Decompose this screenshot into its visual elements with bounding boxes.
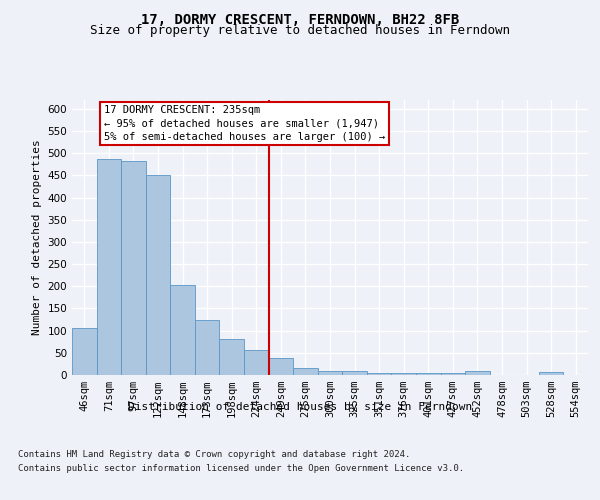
Bar bbox=[121, 161, 146, 375]
Bar bbox=[465, 372, 490, 375]
Bar bbox=[539, 372, 563, 375]
Bar bbox=[195, 320, 220, 375]
Text: 17, DORMY CRESCENT, FERNDOWN, BH22 8FB: 17, DORMY CRESCENT, FERNDOWN, BH22 8FB bbox=[141, 12, 459, 26]
Bar bbox=[170, 286, 195, 375]
Bar bbox=[293, 368, 318, 375]
Bar bbox=[72, 328, 97, 375]
Bar bbox=[440, 373, 465, 375]
Bar bbox=[97, 159, 121, 375]
Bar bbox=[269, 358, 293, 375]
Bar bbox=[367, 373, 391, 375]
Y-axis label: Number of detached properties: Number of detached properties bbox=[32, 140, 42, 336]
Text: Size of property relative to detached houses in Ferndown: Size of property relative to detached ho… bbox=[90, 24, 510, 37]
Bar bbox=[391, 373, 416, 375]
Bar bbox=[416, 373, 440, 375]
Bar bbox=[342, 370, 367, 375]
Text: Contains HM Land Registry data © Crown copyright and database right 2024.: Contains HM Land Registry data © Crown c… bbox=[18, 450, 410, 459]
Text: Contains public sector information licensed under the Open Government Licence v3: Contains public sector information licen… bbox=[18, 464, 464, 473]
Bar bbox=[220, 338, 244, 375]
Bar bbox=[146, 176, 170, 375]
Bar bbox=[244, 350, 269, 375]
Bar bbox=[318, 370, 342, 375]
Text: Distribution of detached houses by size in Ferndown: Distribution of detached houses by size … bbox=[128, 402, 472, 412]
Text: 17 DORMY CRESCENT: 235sqm
← 95% of detached houses are smaller (1,947)
5% of sem: 17 DORMY CRESCENT: 235sqm ← 95% of detac… bbox=[104, 106, 385, 142]
